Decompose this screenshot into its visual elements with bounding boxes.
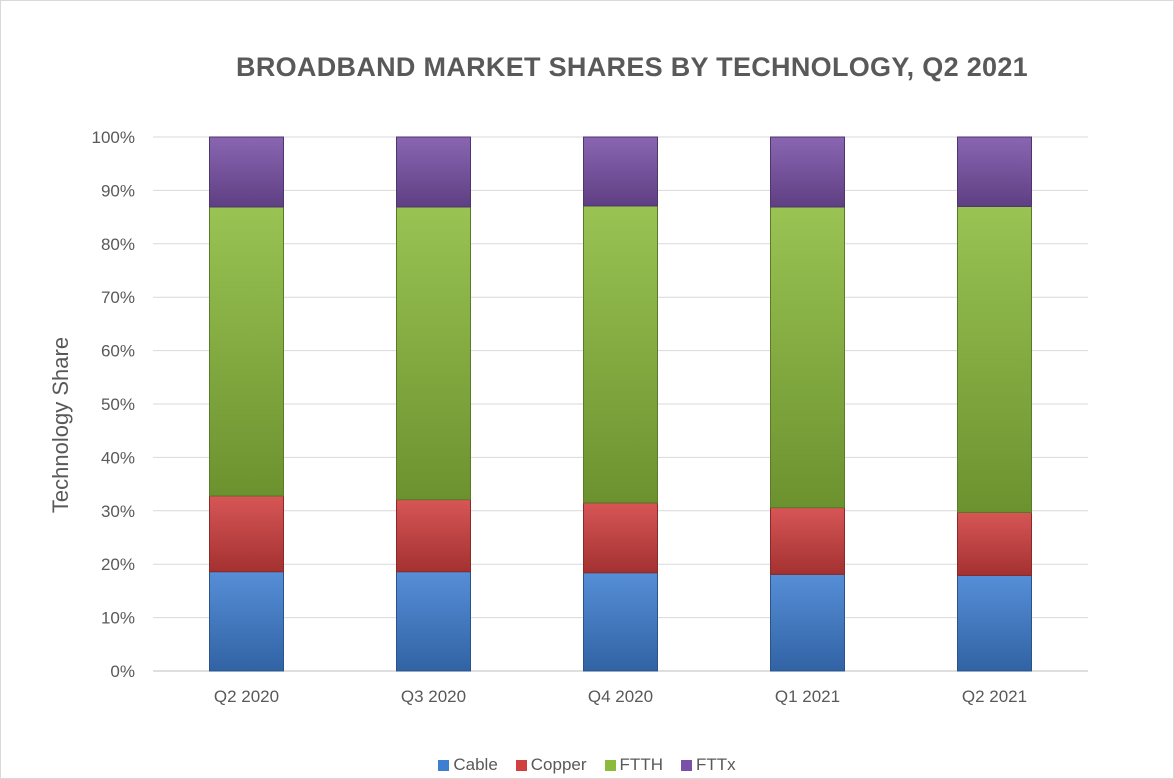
chart-title: BROADBAND MARKET SHARES BY TECHNOLOGY, Q… bbox=[236, 52, 1028, 82]
x-tick-label: Q3 2020 bbox=[401, 687, 466, 706]
legend-item: Cable bbox=[438, 755, 498, 775]
bar-segment-fttx bbox=[209, 136, 284, 208]
bar-segment-fttx bbox=[583, 136, 658, 207]
bar-segment-fttx bbox=[957, 136, 1032, 207]
bar-segment-ftth bbox=[770, 206, 845, 509]
legend: Cable Copper FTTH FTTx bbox=[0, 755, 1174, 775]
bars bbox=[209, 136, 1032, 672]
legend-swatch bbox=[515, 759, 527, 771]
bar-segment-fttx bbox=[396, 136, 471, 208]
bar-segment-copper bbox=[957, 511, 1032, 576]
x-tick-labels: Q2 2020 Q3 2020 Q4 2020 Q1 2021 Q2 2021 bbox=[214, 687, 1027, 706]
legend-item: Copper bbox=[515, 755, 587, 775]
y-tick-label: 0% bbox=[110, 662, 135, 681]
bar-segment-cable bbox=[583, 572, 658, 672]
legend-label: Cable bbox=[453, 755, 498, 774]
legend-swatch bbox=[438, 759, 450, 771]
bar-segment-cable bbox=[770, 573, 845, 672]
y-axis-label: Technology Share bbox=[48, 337, 73, 513]
y-tick-label: 90% bbox=[101, 181, 135, 200]
x-tick-label: Q1 2021 bbox=[775, 687, 840, 706]
y-tick-label: 50% bbox=[101, 395, 135, 414]
x-tick-label: Q4 2020 bbox=[588, 687, 653, 706]
y-tick-label: 30% bbox=[101, 502, 135, 521]
y-tick-label: 20% bbox=[101, 555, 135, 574]
bar-segment-cable bbox=[209, 571, 284, 672]
x-tick-label: Q2 2021 bbox=[962, 687, 1027, 706]
bar-segment-ftth bbox=[396, 206, 471, 501]
legend-item: FTTH bbox=[604, 755, 663, 775]
bar-segment-copper bbox=[770, 507, 845, 575]
legend-swatch bbox=[680, 759, 692, 771]
bar-segment-copper bbox=[583, 502, 658, 574]
bar-segment-fttx bbox=[770, 136, 845, 208]
bar-segment-copper bbox=[396, 499, 471, 573]
y-tick-label: 10% bbox=[101, 609, 135, 628]
y-tick-label: 70% bbox=[101, 288, 135, 307]
legend-label: Copper bbox=[530, 755, 587, 774]
y-tick-label: 80% bbox=[101, 235, 135, 254]
bar-segment-ftth bbox=[957, 205, 1032, 513]
y-tick-labels: 0% 10% 20% 30% 40% 50% 60% 70% 80% 90% 100% bbox=[92, 128, 135, 681]
legend-label: FTTx bbox=[695, 755, 736, 774]
legend-item: FTTx bbox=[680, 755, 736, 775]
y-tick-label: 60% bbox=[101, 342, 135, 361]
bar-segment-copper bbox=[209, 495, 284, 573]
bar-segment-ftth bbox=[583, 205, 658, 504]
bar-segment-cable bbox=[396, 571, 471, 672]
x-tick-label: Q2 2020 bbox=[214, 687, 279, 706]
legend-label: FTTH bbox=[619, 755, 663, 774]
bar-segment-cable bbox=[957, 574, 1032, 672]
legend-swatch bbox=[604, 759, 616, 771]
y-tick-label: 40% bbox=[101, 448, 135, 467]
bar-segment-ftth bbox=[209, 206, 284, 497]
y-tick-label: 100% bbox=[92, 128, 135, 147]
